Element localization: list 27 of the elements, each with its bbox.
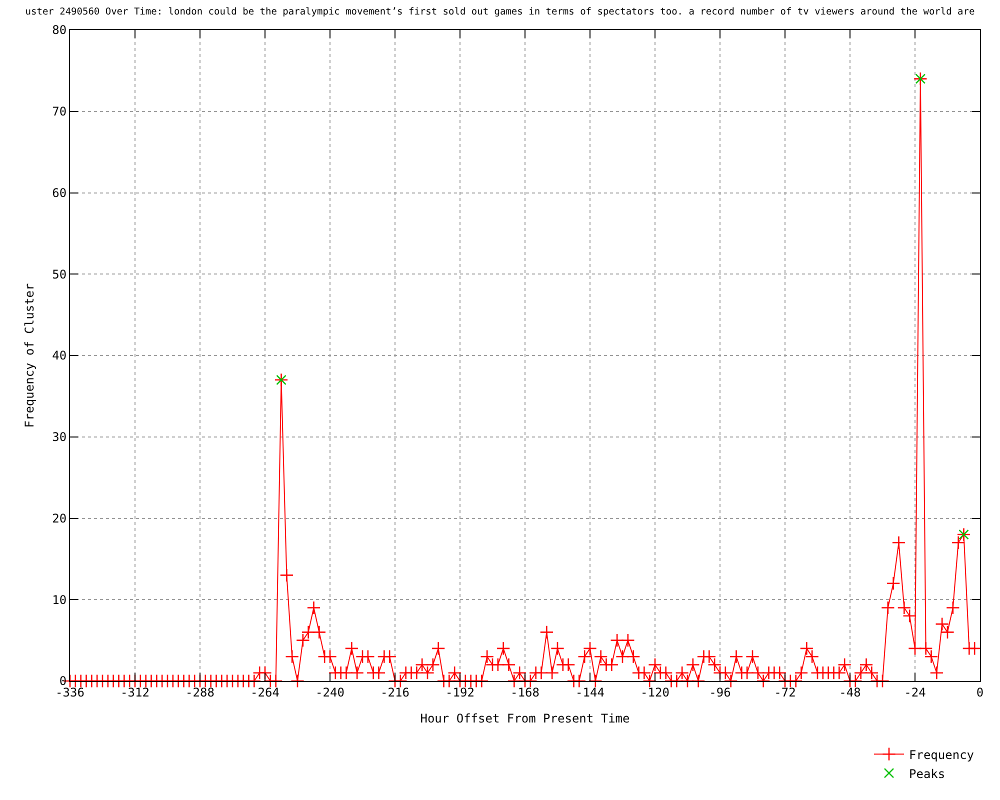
x-tick-label: 0	[976, 685, 984, 700]
x-axis-title: Hour Offset From Present Time	[420, 711, 630, 726]
y-tick-label: 40	[52, 348, 67, 363]
x-tick-label: -288	[186, 685, 214, 700]
x-tick-label: -120	[640, 685, 670, 700]
y-tick-label: 70	[52, 104, 67, 119]
x-tick-label: -48	[839, 685, 861, 700]
x-tick-label: -24	[904, 685, 926, 700]
legend-label: Frequency	[909, 748, 974, 762]
y-tick-label: 60	[52, 186, 67, 200]
y-tick-label: 20	[52, 511, 67, 526]
x-tick-label: -168	[510, 685, 540, 700]
chart-title: uster 2490560 Over Time: london could be the paralympic movement’s first sold out games in terms of spectators too. a record number of tv viewers around the world are	[25, 6, 975, 18]
x-tick-label: -240	[316, 685, 344, 700]
x-tick-label: -192	[446, 685, 474, 700]
x-tick-label: -96	[709, 685, 731, 700]
x-tick-label: -312	[120, 685, 150, 700]
y-tick-label: 80	[52, 23, 67, 38]
y-tick-label: 10	[52, 592, 67, 607]
y-tick-label: 30	[52, 430, 67, 444]
y-axis-title: Frequency of Cluster	[22, 283, 36, 428]
x-tick-label: -216	[380, 685, 410, 700]
legend-label: Peaks	[909, 766, 946, 781]
x-tick-label: -72	[774, 685, 796, 700]
y-tick-label: 50	[52, 267, 67, 282]
x-tick-label: -144	[576, 685, 604, 700]
x-tick-label: -264	[250, 685, 280, 700]
